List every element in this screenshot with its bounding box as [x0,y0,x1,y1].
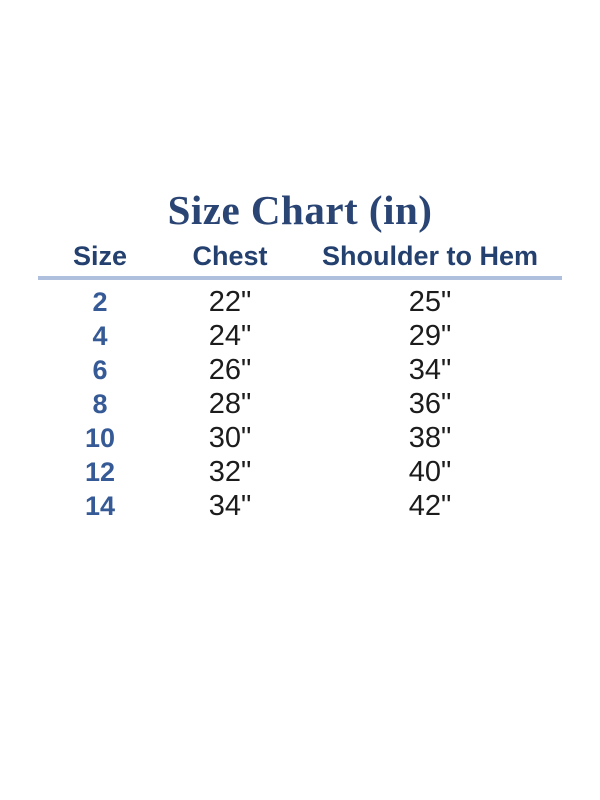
size-cell: 14 [84,490,116,521]
size-cell: 8 [92,388,108,419]
chest-cell: 34" [208,489,252,522]
chest-cell: 30" [208,421,252,454]
table-row: 6 26" 34" [40,353,560,387]
column-header-size: Size [72,241,128,271]
shoulder-to-hem-cell: 34" [408,353,452,386]
table-row: 10 30" 38" [40,421,560,455]
shoulder-to-hem-cell: 29" [408,319,452,352]
chest-cell: 28" [208,387,252,420]
size-cell: 6 [92,354,108,385]
shoulder-to-hem-cell: 38" [408,421,452,454]
column-header-shoulder-to-hem: Shoulder to Hem [321,241,538,271]
size-cell: 2 [92,286,108,317]
chest-cell: 22" [208,285,252,318]
shoulder-to-hem-cell: 25" [408,285,452,318]
table-row: 14 34" 42" [40,489,560,523]
table-row: 12 32" 40" [40,455,560,489]
chest-cell: 32" [208,455,252,488]
shoulder-to-hem-cell: 40" [408,455,452,488]
chest-cell: 26" [208,353,252,386]
shoulder-to-hem-cell: 36" [408,387,452,420]
size-cell: 4 [92,320,108,351]
size-cell: 12 [84,456,116,487]
table-header-row: Size Chest Shoulder to Hem [40,240,560,272]
header-divider-line [38,276,562,280]
chest-cell: 24" [208,319,252,352]
column-header-chest: Chest [192,241,268,271]
table-row: 4 24" 29" [40,319,560,353]
shoulder-to-hem-cell: 42" [408,489,452,522]
table-row: 8 28" 36" [40,387,560,421]
size-chart: Size Chart (in) Size Chest Shoulder to H… [38,186,562,523]
size-cell: 10 [84,422,116,453]
table-row: 2 22" 25" [40,285,560,319]
table-body: 2 22" 25" 4 24" 29" 6 26" 34" 8 28" 36" 10 30" 38" 12 32… [40,285,560,523]
chart-title: Size Chart (in) [167,187,433,233]
